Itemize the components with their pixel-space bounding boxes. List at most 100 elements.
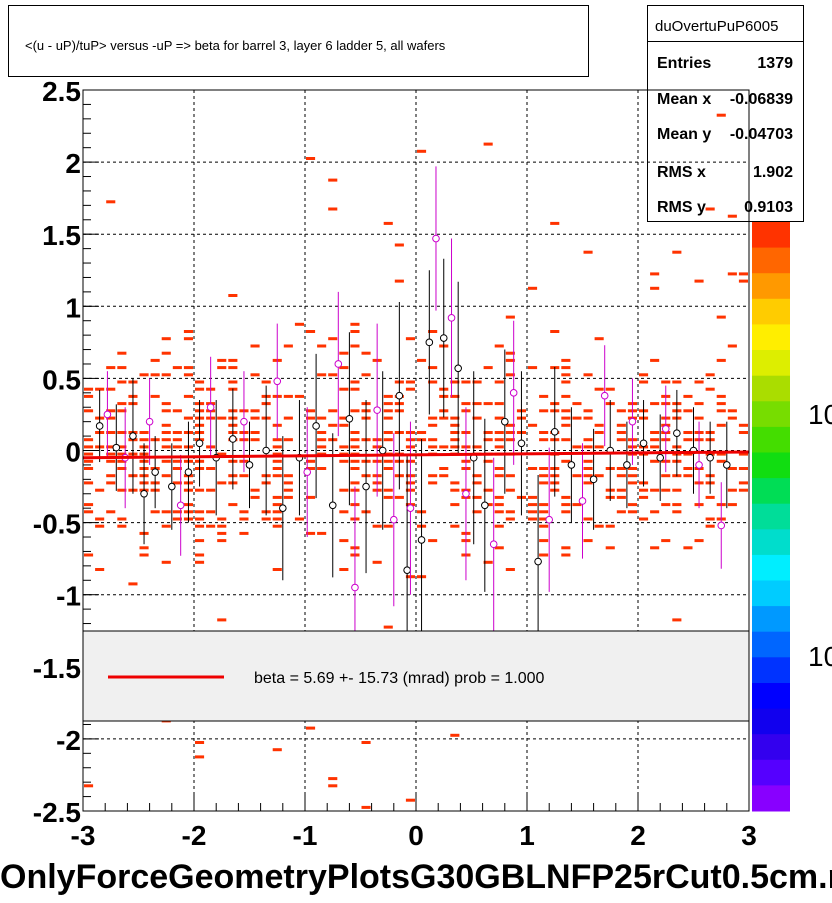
- histogram-cell: [683, 438, 693, 442]
- histogram-cell: [217, 618, 227, 622]
- histogram-cell: [627, 474, 637, 478]
- histogram-cell: [505, 568, 515, 571]
- histogram-cell: [339, 459, 349, 463]
- histogram-cell: [561, 373, 571, 377]
- histogram-cell: [439, 445, 449, 449]
- histogram-cell: [172, 431, 182, 434]
- histogram-cell: [483, 459, 493, 463]
- profile-point: [184, 468, 193, 476]
- histogram-cell: [183, 416, 193, 420]
- histogram-cell: [639, 495, 649, 499]
- histogram-cell: [283, 438, 293, 442]
- histogram-cell: [627, 467, 637, 470]
- histogram-cell: [683, 546, 693, 550]
- histogram-cell: [727, 214, 737, 218]
- histogram-cell: [306, 467, 316, 470]
- histogram-cell: [439, 416, 449, 420]
- histogram-cell: [494, 402, 504, 406]
- color-scale-segment: [752, 375, 790, 402]
- histogram-cell: [84, 409, 94, 413]
- histogram-cell: [450, 423, 460, 427]
- profile-point: [717, 521, 726, 530]
- histogram-cell: [228, 503, 238, 507]
- histogram-cell: [616, 488, 626, 492]
- histogram-cell: [716, 459, 726, 463]
- profile-point: [378, 446, 387, 455]
- histogram-cell: [616, 431, 626, 434]
- histogram-cell: [117, 409, 127, 413]
- profile-point: [176, 501, 185, 510]
- histogram-cell: [272, 438, 282, 442]
- histogram-cell: [472, 380, 482, 384]
- histogram-cell: [339, 445, 349, 449]
- histogram-cell: [561, 503, 571, 507]
- histogram-cell: [561, 416, 571, 420]
- histogram-cell: [339, 416, 349, 420]
- histogram-cell: [650, 510, 660, 514]
- histogram-cell: [350, 387, 360, 391]
- profile-point: [578, 497, 587, 505]
- histogram-cell: [195, 488, 205, 492]
- histogram-cell: [383, 625, 393, 629]
- profile-point: [481, 501, 489, 510]
- histogram-cell: [450, 481, 460, 485]
- histogram-cell: [428, 539, 438, 543]
- profile-point: [303, 468, 312, 476]
- histogram-cell: [106, 474, 116, 478]
- histogram-cell: [161, 402, 171, 406]
- histogram-cell: [161, 445, 171, 449]
- histogram-cell: [217, 531, 227, 535]
- histogram-cell: [716, 315, 726, 319]
- profile-point: [417, 536, 426, 544]
- profile-point: [395, 391, 404, 400]
- profile-points: [95, 166, 731, 689]
- histogram-cell: [294, 322, 304, 326]
- histogram-cell: [572, 474, 582, 478]
- histogram-cell: [528, 467, 538, 470]
- histogram-cell: [694, 402, 704, 406]
- histogram-cell: [317, 416, 327, 420]
- histogram-cell: [561, 423, 571, 427]
- profile-point: [140, 489, 148, 498]
- histogram-cell: [650, 402, 660, 406]
- histogram-cell: [328, 409, 338, 413]
- histogram-cell: [716, 394, 726, 398]
- legend-box: beta = 5.69 +- 15.73 (mrad) prob = 1.000: [82, 630, 750, 722]
- profile-point: [351, 583, 359, 592]
- histogram-cell: [117, 459, 127, 463]
- histogram-cell: [705, 373, 715, 377]
- histogram-cell: [206, 467, 216, 470]
- histogram-cell: [161, 459, 171, 463]
- fit-line: [82, 450, 750, 460]
- histogram-cell: [716, 113, 726, 117]
- profile-point: [439, 334, 448, 342]
- histogram-cell: [350, 344, 360, 348]
- histogram-cell: [572, 416, 582, 420]
- histogram-cell: [272, 524, 282, 528]
- histogram-cell: [450, 524, 460, 528]
- histogram-cell: [84, 784, 94, 788]
- histogram-cell: [339, 351, 349, 355]
- stats-box: duOvertuPuP6005 Entries 1379 Mean x -0.0…: [647, 5, 804, 222]
- histogram-cell: [217, 524, 227, 528]
- profile-point: [168, 482, 176, 491]
- profile-point: [229, 435, 237, 443]
- profile-point: [273, 377, 282, 386]
- histogram-cell: [84, 459, 94, 463]
- histogram-cell: [550, 330, 560, 333]
- histogram-cell: [217, 539, 227, 543]
- histogram-cell: [361, 351, 371, 355]
- histogram-cell: [183, 366, 193, 370]
- histogram-cell: [261, 380, 271, 384]
- histogram-cell: [117, 445, 127, 449]
- histogram-cell: [272, 748, 282, 752]
- histogram-cell: [450, 445, 460, 449]
- histogram-cell: [195, 524, 205, 528]
- profile-point: [345, 414, 354, 423]
- histogram-cell: [84, 510, 94, 514]
- histogram-cell: [161, 423, 171, 427]
- profile-point: [206, 403, 215, 412]
- histogram-cell: [539, 503, 549, 507]
- histogram-cell: [306, 531, 316, 535]
- histogram-cell: [95, 387, 105, 391]
